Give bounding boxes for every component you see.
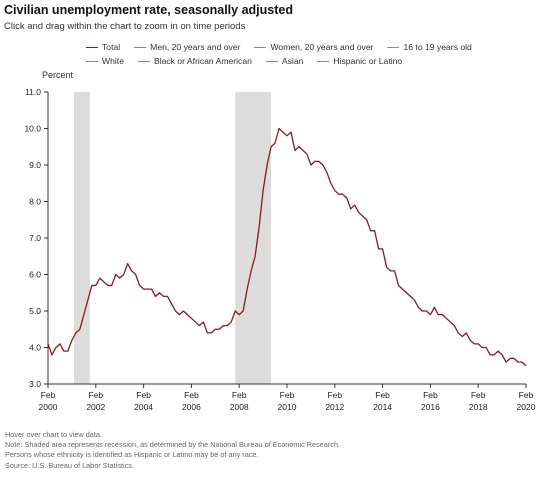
legend-swatch — [317, 60, 330, 62]
x-tick-year: 2018 — [469, 402, 488, 412]
x-tick-year: 2010 — [278, 402, 297, 412]
y-tick-label: 3.0 — [29, 379, 41, 389]
recession-band-2 — [235, 92, 272, 384]
legend-item-white[interactable]: White — [86, 56, 124, 66]
legend-label: Men, 20 years and over — [150, 42, 241, 52]
x-tick-month: Feb — [280, 390, 295, 400]
legend-swatch — [134, 46, 147, 48]
y-axis-label: Percent — [42, 70, 74, 80]
legend-item-total[interactable]: Total — [86, 42, 120, 52]
legend-item-hispanic-or-latino[interactable]: Hispanic or Latino — [317, 56, 402, 66]
legend-swatch — [387, 46, 400, 48]
legend-label: 16 to 19 years old — [403, 42, 472, 52]
legend-label: Women, 20 years and over — [270, 42, 374, 52]
x-tick-month: Feb — [423, 390, 438, 400]
x-tick-year: 2014 — [373, 402, 392, 412]
y-tick-label: 7.0 — [29, 233, 41, 243]
recession-shading — [73, 92, 272, 384]
y-tick-label: 4.0 — [29, 343, 41, 353]
legend-item-women-20-years-and-over[interactable]: Women, 20 years and over — [254, 42, 373, 52]
legend-item-men-20-years-and-over[interactable]: Men, 20 years and over — [134, 42, 240, 52]
y-tick-label: 6.0 — [29, 270, 41, 280]
legend-swatch — [265, 60, 278, 62]
x-tick-month: Feb — [232, 390, 247, 400]
legend: Total Men, 20 years and over Women, 20 yea… — [86, 40, 536, 68]
chart-area[interactable]: 3.0 4.0 5.0 6.0 7.0 8.0 9.0 10.0 11.0 Feb 2000 Feb 2… — [0, 0, 541, 430]
x-tick-year: 2006 — [182, 402, 201, 412]
x-tick-year: 2012 — [325, 402, 344, 412]
axes: 3.0 4.0 5.0 6.0 7.0 8.0 9.0 10.0 11.0 Feb 2000 Feb 2… — [24, 87, 535, 412]
x-tick-month: Feb — [375, 390, 390, 400]
y-tick-label: 5.0 — [29, 306, 41, 316]
x-tick-month: Feb — [41, 390, 56, 400]
legend-row-2: White Black or African American Asian Hispa… — [86, 54, 536, 68]
footnote-recession-note: Note: Shaded area represents recession, … — [5, 440, 341, 450]
x-tick-month: Feb — [184, 390, 199, 400]
x-tick-month: Feb — [88, 390, 103, 400]
x-tick-year: 2016 — [421, 402, 440, 412]
legend-swatch — [86, 60, 98, 62]
series-layer — [47, 127, 527, 367]
legend-item-asian[interactable]: Asian — [265, 56, 304, 66]
legend-label: White — [102, 56, 124, 66]
footnotes: Hover over chart to view data. Note: Sha… — [5, 430, 340, 471]
y-tick-label: 8.0 — [29, 197, 41, 207]
x-tick-year: 2008 — [230, 402, 249, 412]
y-tick-label: 11.0 — [25, 87, 41, 97]
chart-subtitle: Click and drag within the chart to zoom … — [4, 21, 246, 32]
x-tick-month: Feb — [136, 390, 151, 400]
x-tick-year: 2000 — [39, 402, 58, 412]
x-tick-month: Feb — [471, 390, 486, 400]
legend-item-16-to-19-years-old[interactable]: 16 to 19 years old — [387, 42, 472, 52]
legend-swatch — [254, 46, 267, 48]
legend-label: Black or African American — [153, 56, 252, 66]
y-tick-label: 9.0 — [29, 160, 41, 170]
legend-label: Hispanic or Latino — [333, 56, 403, 66]
x-tick-month: Feb — [327, 390, 342, 400]
legend-item-black-or-african-american[interactable]: Black or African American — [137, 56, 252, 66]
x-tick-year: 2002 — [86, 402, 105, 412]
x-tick-month: Feb — [519, 390, 534, 400]
chart-title: Civilian unemployment rate, seasonally a… — [4, 3, 293, 17]
legend-label: Asian — [281, 56, 304, 66]
footnote-source: Source: U.S. Bureau of Labor Statistics. — [5, 460, 134, 470]
x-tick-year: 2020 — [517, 402, 536, 412]
y-tick-label: 10.0 — [24, 124, 41, 134]
legend-row-1: Total Men, 20 years and over Women, 20 yea… — [86, 40, 536, 54]
series-line-total[interactable] — [47, 127, 527, 367]
legend-swatch — [137, 60, 150, 62]
footnote-hover: Hover over chart to view data. — [5, 430, 102, 439]
legend-swatch — [86, 46, 98, 48]
x-tick-year: 2004 — [134, 402, 153, 412]
recession-band-1 — [73, 92, 90, 384]
legend-label: Total — [102, 42, 121, 52]
footnote-ethnicity-note: Persons whose ethnicity is identified as… — [5, 450, 259, 460]
